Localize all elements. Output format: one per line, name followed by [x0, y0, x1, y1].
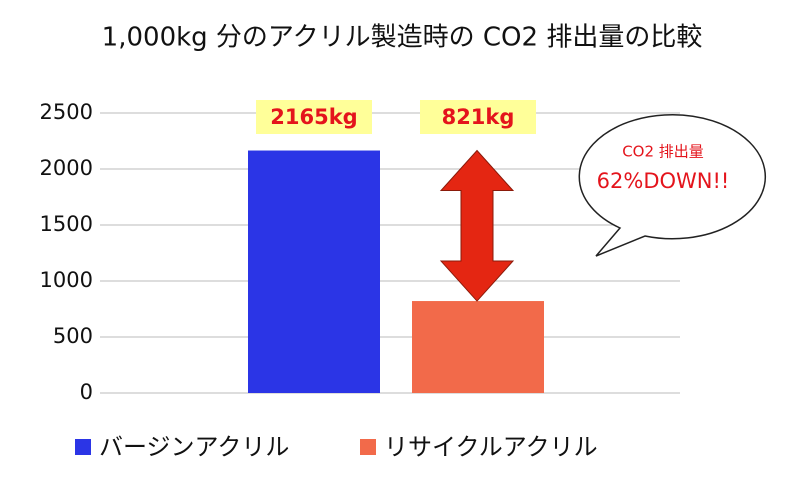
- data-label: 821kg: [442, 105, 515, 129]
- y-tick-label: 500: [53, 324, 93, 348]
- y-tick-label: 0: [80, 380, 93, 404]
- speech-bubble: [578, 113, 767, 257]
- y-tick-label: 1500: [40, 212, 93, 236]
- annotation: 62%DOWN!!: [597, 169, 730, 193]
- y-tick-label: 1000: [40, 268, 93, 292]
- bar: [248, 150, 380, 393]
- y-tick-label: 2000: [40, 156, 93, 180]
- legend-label: リサイクルアクリル: [384, 433, 598, 461]
- annotation: CO2 排出量: [622, 143, 704, 161]
- data-label-bg: [256, 100, 372, 134]
- legend-swatch: [360, 439, 376, 455]
- legend-label: バージンアクリル: [99, 433, 289, 461]
- data-label-bg: [420, 100, 536, 134]
- bar: [412, 301, 544, 393]
- chart-title: 1,000kg 分のアクリル製造時の CO2 排出量の比較: [102, 23, 703, 53]
- difference-arrow: [439, 149, 515, 302]
- y-tick-label: 2500: [40, 100, 93, 124]
- data-label: 2165kg: [270, 105, 357, 129]
- legend-swatch: [75, 439, 91, 455]
